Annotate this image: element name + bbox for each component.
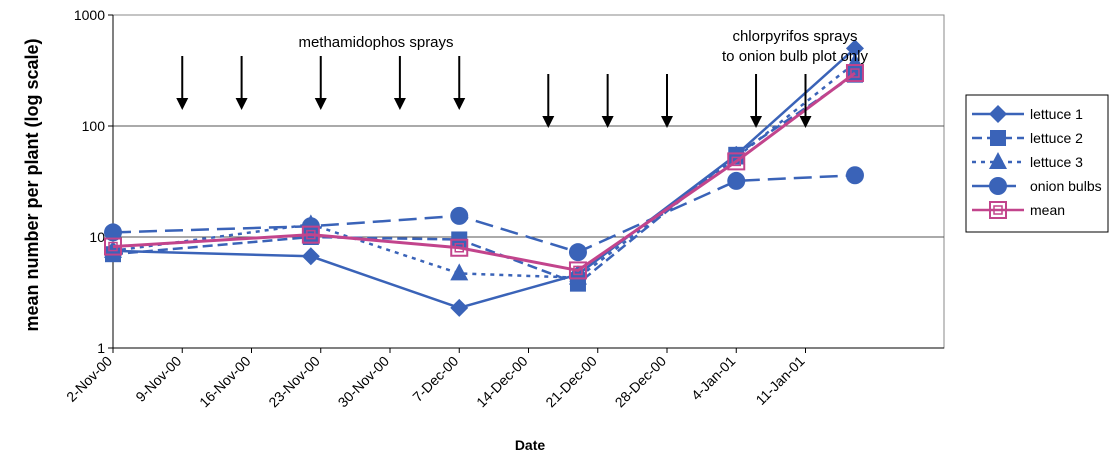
data-point-mean <box>573 265 583 276</box>
legend-marker-mean <box>993 205 1003 215</box>
series-line-lettuce-3 <box>112 61 856 279</box>
x-tick-label: 11-Jan-01 <box>752 353 807 408</box>
series-line-onion-bulbs <box>112 174 856 254</box>
y-tick-label: 1000 <box>74 7 105 23</box>
spray-arrow-head <box>799 116 812 128</box>
y-tick-label: 100 <box>82 118 106 134</box>
data-point-mean <box>731 156 741 167</box>
y-tick-label: 1 <box>97 340 105 356</box>
data-point-lettuce-1 <box>845 39 864 58</box>
data-point-mean-outline <box>568 261 587 280</box>
data-point-mean <box>850 68 860 78</box>
methamidophos-arrow-head <box>176 98 189 110</box>
methamidophos-annotation: methamidophos sprays <box>298 34 453 51</box>
data-point-lettuce-3 <box>568 267 587 285</box>
chlorpyrifos-arrow-head <box>661 116 673 128</box>
x-tick-label: 30-Nov-00 <box>335 353 393 411</box>
chlorpyrifos-arrow-head <box>601 116 614 128</box>
methamidophos-arrow-head <box>235 98 248 110</box>
plot-frame <box>112 14 945 349</box>
annotations: methamidophos sprays chlorpyrifos sprays… <box>176 28 868 128</box>
x-tick-label: 14-Dec-00 <box>473 353 531 411</box>
data-point-mean-outline <box>301 225 320 244</box>
legend-label-onion-bulbs: onion bulbs <box>1030 178 1102 194</box>
data-point-mean-outline <box>104 237 122 256</box>
chlorpyrifos-annotation-line2: to onion bulb plot only <box>722 48 868 65</box>
x-tick-label: 4-Jan-01 <box>688 353 739 404</box>
data-point-mean-outline <box>727 152 746 171</box>
legend-marker-lettuce-1 <box>989 105 1007 123</box>
x-tick-label: 9-Nov-00 <box>132 353 184 405</box>
series-line-lettuce-1 <box>112 47 856 310</box>
methamidophos-arrow-head <box>453 98 466 110</box>
data-point-mean <box>454 243 464 253</box>
y-axis-title: mean number per plant (log scale) <box>22 38 42 331</box>
data-point-mean <box>108 241 118 252</box>
data-point-onion-bulbs <box>845 166 864 185</box>
data-point-lettuce-3 <box>450 263 469 281</box>
legend-label-lettuce-1: lettuce 1 <box>1030 106 1083 122</box>
methamidophos-arrow-head <box>393 98 406 110</box>
legend-marker-onion-bulbs <box>989 177 1007 195</box>
plot-area: 1 10 100 1000 2-Nov-00 9-Nov-00 16-Nov-00 23-No… <box>63 7 945 411</box>
series-onion-bulbs <box>104 166 864 262</box>
chlorpyrifos-annotation: chlorpyrifos sprays <box>732 28 857 45</box>
chlorpyrifos-arrow-head <box>542 116 555 128</box>
data-point-lettuce-1 <box>301 247 320 266</box>
x-tick-label: 7-Dec-00 <box>409 353 461 405</box>
legend-marker-lettuce-3 <box>989 152 1007 169</box>
legend-label-mean: mean <box>1030 202 1065 218</box>
series-line-mean <box>112 71 856 273</box>
x-tick-label: 23-Nov-00 <box>265 353 323 411</box>
x-axis-title: Date <box>515 437 546 453</box>
methamidophos-arrow-head <box>314 98 327 110</box>
legend-marker-mean-outline <box>989 201 1007 219</box>
x-tick-label: 21-Dec-00 <box>542 353 600 411</box>
series-mean <box>104 64 864 280</box>
y-tick-label: 10 <box>89 229 105 245</box>
x-tick-label: 16-Nov-00 <box>196 353 254 411</box>
legend-label-lettuce-3: lettuce 3 <box>1030 154 1083 170</box>
data-point-mean-outline <box>845 64 864 83</box>
x-tick-label: 2-Nov-00 <box>63 353 115 405</box>
data-point-onion-bulbs <box>104 223 122 242</box>
data-point-onion-bulbs <box>568 243 587 262</box>
series-line-lettuce-2 <box>112 73 856 286</box>
legend: lettuce 1 lettuce 2 lettuce 3 onion bulbs me… <box>965 94 1109 233</box>
x-tick-label: 28-Dec-00 <box>612 353 670 411</box>
legend-marker-lettuce-2 <box>990 130 1006 146</box>
legend-label-lettuce-2: lettuce 2 <box>1030 130 1083 146</box>
data-point-lettuce-1 <box>450 298 469 317</box>
data-point-mean <box>306 229 316 240</box>
data-point-onion-bulbs <box>450 206 469 225</box>
chlorpyrifos-arrow-head <box>750 116 763 128</box>
data-point-mean-outline <box>450 238 469 257</box>
data-point-onion-bulbs <box>727 171 746 190</box>
